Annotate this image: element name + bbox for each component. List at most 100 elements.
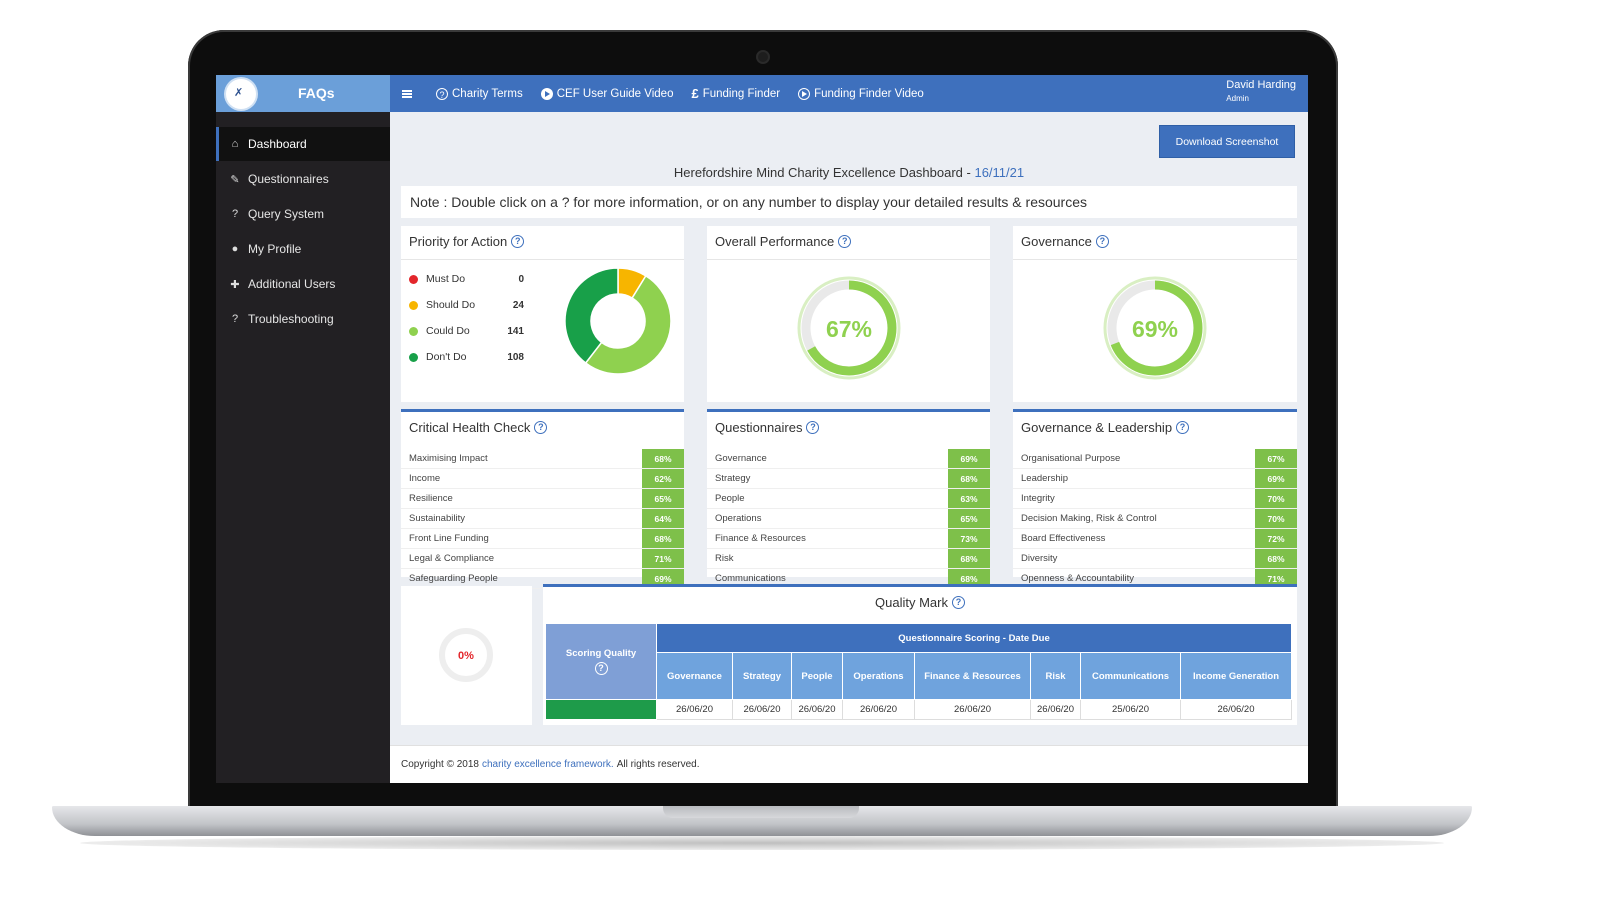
score-row[interactable]: Organisational Purpose 67%	[1013, 449, 1297, 469]
scoring-quality-label: Scoring Quality	[565, 648, 637, 659]
score-row[interactable]: Legal & Compliance 71%	[401, 549, 684, 569]
download-screenshot-button[interactable]: Download Screenshot	[1159, 125, 1295, 158]
score-row[interactable]: Integrity 70%	[1013, 489, 1297, 509]
date-cell[interactable]: 26/06/20	[732, 699, 792, 720]
help-icon[interactable]: ?	[594, 662, 608, 675]
score-row[interactable]: Maximising Impact 68%	[401, 449, 684, 469]
legend-value[interactable]: 24	[512, 299, 524, 311]
date-cell[interactable]: 26/06/20	[842, 699, 915, 720]
menu-toggle-icon[interactable]	[402, 92, 412, 95]
score-row[interactable]: Sustainability 64%	[401, 509, 684, 529]
score-badge[interactable]: 68%	[642, 529, 684, 548]
date-cell[interactable]: 26/06/20	[1030, 699, 1081, 720]
score-row[interactable]: Governance 69%	[707, 449, 990, 469]
legend-value[interactable]: 108	[507, 351, 524, 363]
score-badge[interactable]: 73%	[948, 529, 990, 548]
user-menu[interactable]: David Harding Admin	[1226, 79, 1296, 103]
help-icon[interactable]: ?	[838, 235, 852, 248]
score-badge[interactable]: 69%	[948, 449, 990, 468]
date-cell[interactable]: 26/06/20	[656, 699, 733, 720]
score-row[interactable]: Leadership 69%	[1013, 469, 1297, 489]
nav-funding-finder[interactable]: £ Funding Finder	[691, 86, 780, 101]
score-badge[interactable]: 72%	[1255, 529, 1297, 548]
help-icon[interactable]: ?	[511, 235, 525, 248]
sidebar-item-questionnaires[interactable]: ✎ Questionnaires	[216, 162, 390, 196]
footer-link[interactable]: charity excellence framework.	[481, 759, 614, 770]
score-badge[interactable]: 71%	[1255, 569, 1297, 588]
score-badge[interactable]: 68%	[642, 449, 684, 468]
score-label: Income	[409, 473, 441, 484]
sidebar-item-query-system[interactable]: ? Query System	[216, 197, 390, 231]
column-header: Operations	[842, 652, 915, 700]
quality-mark-card: Quality Mark ? Scoring Quality ? Questio…	[543, 584, 1297, 725]
help-icon[interactable]: ?	[806, 421, 820, 434]
card-title: Critical Health Check	[409, 420, 531, 435]
legend-item[interactable]: Must Do 0	[409, 266, 524, 292]
score-row[interactable]: Income 62%	[401, 469, 684, 489]
score-badge[interactable]: 68%	[948, 569, 990, 588]
quality-score-value: 0%	[458, 650, 474, 662]
score-label: Operations	[715, 513, 762, 524]
help-icon[interactable]: ?	[1176, 421, 1190, 434]
question-circle-icon: ?	[436, 87, 448, 100]
help-icon[interactable]: ?	[1095, 235, 1109, 248]
sidebar-item-label: Dashboard	[248, 137, 307, 151]
score-row[interactable]: Decision Making, Risk & Control 70%	[1013, 509, 1297, 529]
overall-performance-ring[interactable]: 67%	[794, 273, 904, 383]
score-row[interactable]: Front Line Funding 68%	[401, 529, 684, 549]
help-icon[interactable]: ?	[534, 421, 548, 434]
sidebar-item-label: Troubleshooting	[248, 312, 334, 326]
score-row[interactable]: Board Effectiveness 72%	[1013, 529, 1297, 549]
nav-funding-finder-video[interactable]: Funding Finder Video	[798, 87, 924, 100]
overall-performance-value: 67%	[826, 316, 872, 342]
score-badge[interactable]: 65%	[642, 489, 684, 508]
nav-label: Funding Finder Video	[814, 87, 924, 100]
score-badge[interactable]: 67%	[1255, 449, 1297, 468]
date-cell[interactable]: 26/06/20	[791, 699, 843, 720]
brand[interactable]: ✗ FAQs	[216, 75, 390, 112]
score-badge[interactable]: 65%	[948, 509, 990, 528]
score-badge[interactable]: 64%	[642, 509, 684, 528]
score-badge[interactable]: 69%	[1255, 469, 1297, 488]
score-row[interactable]: Risk 68%	[707, 549, 990, 569]
score-badge[interactable]: 68%	[948, 549, 990, 568]
score-badge[interactable]: 62%	[642, 469, 684, 488]
score-badge[interactable]: 68%	[948, 469, 990, 488]
must-do-dot-icon	[409, 274, 418, 284]
score-badge[interactable]: 69%	[642, 569, 684, 588]
donut-slice-could-do[interactable]	[584, 274, 672, 375]
score-row[interactable]: Diversity 68%	[1013, 549, 1297, 569]
quality-score-ring[interactable]: 0%	[436, 625, 496, 685]
score-row[interactable]: Resilience 65%	[401, 489, 684, 509]
score-badge[interactable]: 63%	[948, 489, 990, 508]
sidebar-item-additional-users[interactable]: ✚ Additional Users	[216, 267, 390, 301]
legend-label: Must Do	[426, 273, 466, 285]
score-row[interactable]: Finance & Resources 73%	[707, 529, 990, 549]
sidebar-item-dashboard[interactable]: ⌂ Dashboard	[216, 127, 390, 161]
sidebar-item-my-profile[interactable]: ● My Profile	[216, 232, 390, 266]
donut-slice-don-t-do[interactable]	[564, 267, 619, 365]
legend-item[interactable]: Should Do 24	[409, 292, 524, 318]
sidebar-item-troubleshooting[interactable]: ? Troubleshooting	[216, 302, 390, 336]
help-icon[interactable]: ?	[951, 596, 965, 609]
legend-item[interactable]: Could Do 141	[409, 318, 524, 344]
score-badge[interactable]: 68%	[1255, 549, 1297, 568]
score-badge[interactable]: 70%	[1255, 489, 1297, 508]
legend-value[interactable]: 0	[518, 273, 524, 285]
date-cell[interactable]: 26/06/20	[1180, 699, 1292, 720]
score-row[interactable]: Strategy 68%	[707, 469, 990, 489]
score-row[interactable]: Safeguarding People 69%	[401, 569, 684, 589]
score-row[interactable]: People 63%	[707, 489, 990, 509]
governance-ring[interactable]: 69%	[1100, 273, 1210, 383]
score-row[interactable]: Operations 65%	[707, 509, 990, 529]
user-role: Admin	[1226, 94, 1249, 103]
legend-item[interactable]: Don't Do 108	[409, 344, 524, 370]
legend-value[interactable]: 141	[507, 325, 524, 337]
date-cell[interactable]: 25/06/20	[1080, 699, 1181, 720]
date-cell[interactable]: 26/06/20	[914, 699, 1031, 720]
score-badge[interactable]: 70%	[1255, 509, 1297, 528]
nav-charity-terms[interactable]: ? Charity Terms	[436, 87, 523, 100]
priority-donut-chart[interactable]	[563, 266, 673, 376]
score-badge[interactable]: 71%	[642, 549, 684, 568]
nav-cef-user-guide-video[interactable]: CEF User Guide Video	[540, 87, 673, 100]
